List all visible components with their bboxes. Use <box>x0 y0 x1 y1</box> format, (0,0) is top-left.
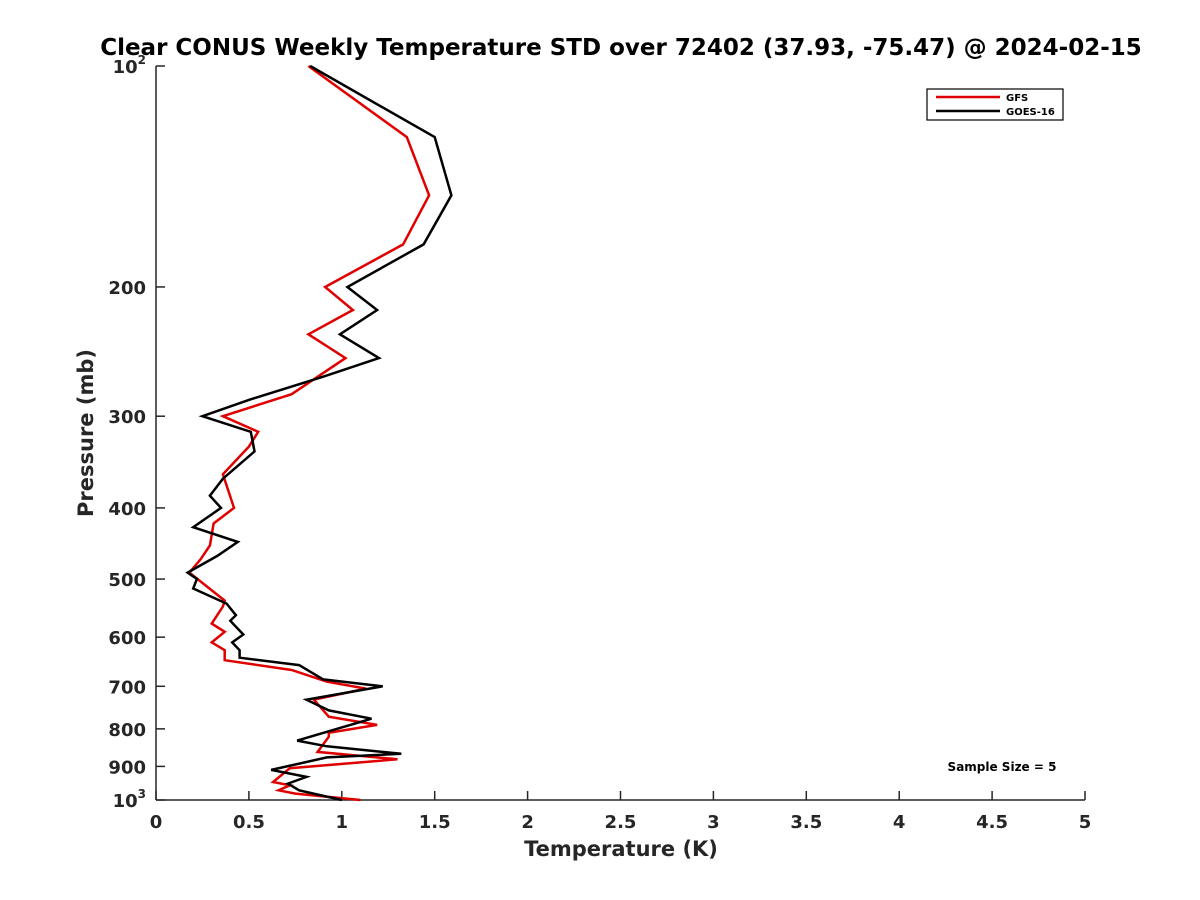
y-tick-label: 200 <box>108 278 146 299</box>
x-tick-label: 1.5 <box>419 812 451 833</box>
x-tick-label: 0 <box>150 812 163 833</box>
series-line-goes-16 <box>185 64 453 802</box>
x-tick-label: 4.5 <box>976 812 1008 833</box>
y-tick-label: 900 <box>108 757 146 778</box>
x-tick-label: 2 <box>521 812 534 833</box>
x-tick-label: 0.5 <box>233 812 265 833</box>
series-lines <box>185 64 453 802</box>
y-tick-label: 300 <box>108 407 146 428</box>
y-tick-label-base: 10 <box>113 57 138 78</box>
legend: GFS GOES-16 <box>926 88 1064 121</box>
y-tick-label: 102 <box>113 53 146 78</box>
y-tick-label-exponent: 3 <box>138 787 146 801</box>
y-tick-label: 600 <box>108 628 146 649</box>
y-tick-label: 500 <box>108 570 146 591</box>
series-line-gfs <box>187 64 431 802</box>
y-tick-label-exponent: 2 <box>138 53 146 67</box>
x-tick-label: 4 <box>893 812 906 833</box>
x-tick-label: 5 <box>1079 812 1092 833</box>
legend-label-goes-16: GOES-16 <box>1006 107 1055 118</box>
x-tick-label: 1 <box>336 812 349 833</box>
y-tick-label: 400 <box>108 499 146 520</box>
y-axis-label: Pressure (mb) <box>74 349 98 517</box>
x-tick-label: 3 <box>707 812 720 833</box>
chart-title: Clear CONUS Weekly Temperature STD over … <box>100 35 1142 61</box>
sample-size-annotation: Sample Size = 5 <box>948 760 1057 774</box>
legend-box <box>926 88 1064 121</box>
plot-area: 0 0.5 1 1.5 2 2.5 3 3.5 4 4.5 5 102200300400500600… <box>108 53 1091 833</box>
y-tick-label: 700 <box>108 677 146 698</box>
x-tick-label: 3.5 <box>790 812 822 833</box>
y-tick-label: 800 <box>108 720 146 741</box>
y-tick-label-base: 10 <box>113 791 138 812</box>
x-tick-label: 2.5 <box>605 812 637 833</box>
y-tick-label: 103 <box>113 787 146 812</box>
x-axis-label: Temperature (K) <box>524 837 718 861</box>
legend-label-gfs: GFS <box>1006 93 1028 104</box>
x-ticks: 0 0.5 1 1.5 2 2.5 3 3.5 4 4.5 5 <box>150 791 1092 833</box>
